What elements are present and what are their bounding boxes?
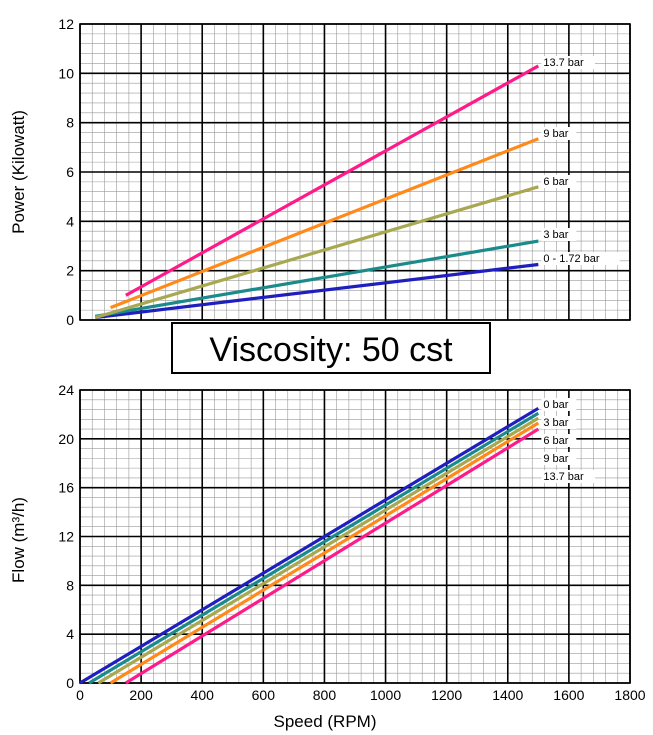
power-series-label: 9 bar bbox=[543, 128, 568, 140]
flow-series-label-bg bbox=[541, 470, 595, 483]
flow-series-label-bg bbox=[541, 416, 577, 429]
flow-series-label-bg bbox=[541, 398, 577, 411]
power-y-tick-label: 0 bbox=[66, 312, 74, 328]
flow-series-label: 6 bar bbox=[543, 435, 568, 447]
power-series-label-bg bbox=[541, 127, 577, 140]
flow-x-tick-label: 200 bbox=[129, 687, 153, 703]
flow-series-line bbox=[124, 427, 540, 685]
flow-y-tick-label: 8 bbox=[66, 577, 74, 593]
power-series-line bbox=[95, 262, 539, 320]
power-axis-title: Power (Kilowatt) bbox=[9, 110, 28, 234]
power-series-label: 13.7 bar bbox=[543, 57, 584, 69]
speed-axis-title: Speed (RPM) bbox=[274, 712, 377, 731]
power-series-line bbox=[95, 239, 539, 318]
flow-series-line bbox=[97, 416, 540, 685]
viscosity-banner: Viscosity: 50 cst bbox=[171, 322, 491, 374]
power-series-line bbox=[109, 137, 539, 310]
flow-x-tick-label: 1600 bbox=[553, 687, 584, 703]
power-y-tick-label: 10 bbox=[58, 65, 74, 81]
power-series-label-bg bbox=[541, 56, 595, 69]
flow-x-tick-label: 1200 bbox=[431, 687, 462, 703]
flow-series-label: 9 bar bbox=[543, 453, 568, 465]
flow-y-tick-label: 4 bbox=[66, 626, 74, 642]
power-series-label: 6 bar bbox=[543, 176, 568, 188]
power-plot-frame bbox=[79, 23, 631, 321]
power-y-tick-label: 8 bbox=[66, 115, 74, 131]
flow-plot: 0 4 8 12 16 20 24 0 200 400 600 800 1000 1200 1400 1600… bbox=[58, 382, 645, 703]
viscosity-banner-text: Viscosity: 50 cst bbox=[209, 331, 453, 369]
flow-series-label: 13.7 bar bbox=[543, 471, 584, 483]
power-series-label-bg bbox=[541, 228, 577, 241]
power-y-tick-label: 4 bbox=[66, 213, 74, 229]
power-series-line bbox=[125, 64, 540, 297]
flow-x-tick-label: 1000 bbox=[370, 687, 401, 703]
power-series-label-bg bbox=[541, 252, 620, 265]
flow-y-tick-label: 24 bbox=[58, 382, 74, 398]
flow-y-tick-label: 16 bbox=[58, 480, 74, 496]
power-y-tick-label: 6 bbox=[66, 164, 74, 180]
flow-series-label-bg bbox=[541, 434, 577, 447]
flow-x-tick-label: 800 bbox=[313, 687, 337, 703]
power-y-tick-label: 2 bbox=[66, 263, 74, 279]
power-plot: 0 2 4 6 8 10 12 13.7 bar 9 bar 6 bar 3 bar 0 - 1.72… bbox=[58, 16, 631, 328]
flow-y-tick-label: 20 bbox=[58, 431, 74, 447]
power-series-line bbox=[94, 185, 539, 320]
flow-series-line bbox=[109, 421, 540, 685]
flow-series-line bbox=[79, 406, 540, 685]
flow-x-tick-label: 600 bbox=[252, 687, 276, 703]
flow-y-tick-label: 12 bbox=[58, 529, 74, 545]
flow-series-label: 0 bar bbox=[543, 399, 568, 411]
flow-x-tick-label: 400 bbox=[191, 687, 215, 703]
power-series-label: 3 bar bbox=[543, 229, 568, 241]
flow-x-tick-label: 1800 bbox=[614, 687, 645, 703]
flow-x-tick-label: 0 bbox=[76, 687, 84, 703]
power-series-label-bg bbox=[541, 175, 577, 188]
flow-plot-frame bbox=[79, 389, 631, 684]
power-y-tick-label: 12 bbox=[58, 16, 74, 32]
power-series-label: 0 - 1.72 bar bbox=[543, 253, 600, 265]
flow-series-label-bg bbox=[541, 452, 577, 465]
viscosity-banner-box bbox=[171, 322, 491, 374]
flow-series-label: 3 bar bbox=[543, 417, 568, 429]
flow-axis-title: Flow (m³/h) bbox=[9, 497, 28, 583]
flow-y-tick-label: 0 bbox=[66, 675, 74, 691]
flow-x-tick-label: 1400 bbox=[492, 687, 523, 703]
flow-series-line bbox=[88, 411, 540, 685]
